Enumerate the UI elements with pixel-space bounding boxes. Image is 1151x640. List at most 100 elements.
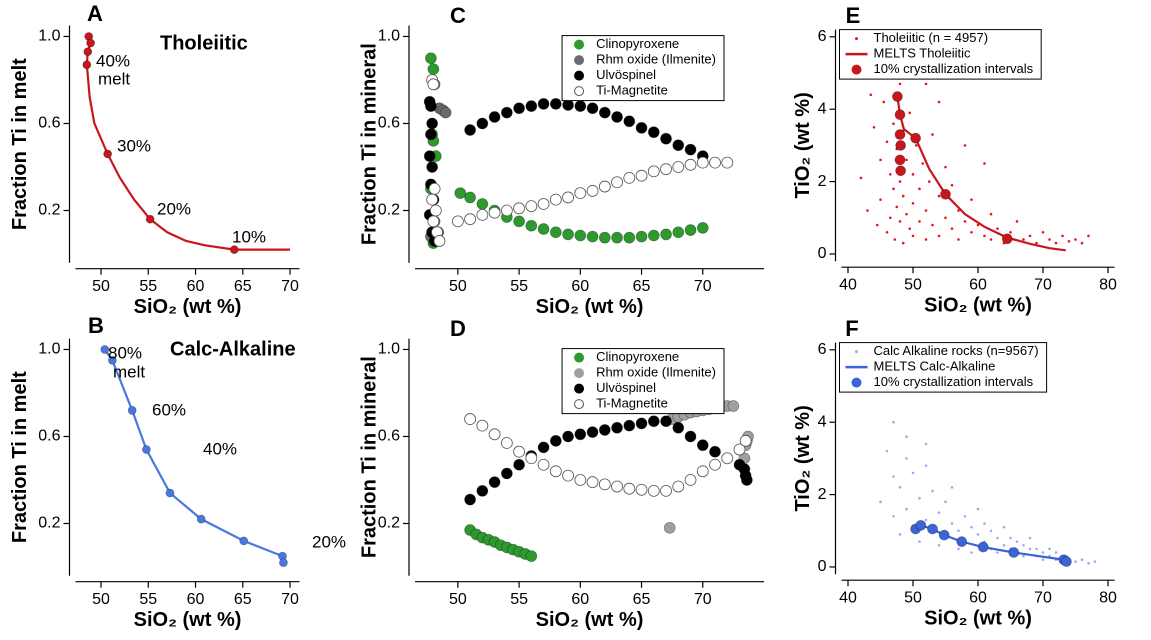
data-point [562, 228, 574, 241]
data-dot [898, 82, 902, 86]
y-tick-label: 0.6 [378, 428, 400, 445]
data-point [464, 191, 477, 204]
y-tick-label: 0.6 [38, 115, 60, 132]
data-dot [927, 180, 931, 183]
data-dot [888, 216, 892, 220]
data-point [740, 474, 753, 486]
data-point [488, 111, 501, 123]
y-tick-label: 6 [818, 341, 827, 358]
data-dot [1080, 241, 1084, 245]
series-line [896, 96, 1066, 252]
legend-symbol [574, 383, 585, 394]
data-point [915, 519, 927, 531]
data-point [500, 204, 513, 217]
legend-symbol [574, 399, 585, 410]
data-point [425, 52, 437, 65]
data-point [476, 419, 489, 432]
data-dot [944, 216, 947, 220]
x-tick-label: 65 [633, 591, 651, 608]
data-dot [1028, 536, 1032, 540]
legend-label: Rhm oxide (Ilmenite) [596, 365, 716, 380]
data-dot [898, 486, 902, 489]
data-dot [921, 162, 925, 165]
y-axis-title: Fraction Ti in melt [9, 371, 31, 543]
legend: Calc Alkaline rocks (n=9567)MELTS Calc-A… [839, 342, 1048, 393]
data-point [709, 445, 721, 458]
data-point [145, 214, 155, 224]
data-point [562, 430, 574, 443]
data-dot [950, 227, 954, 230]
y-axis-title: Fraction Ti in mineral [358, 43, 380, 245]
data-dot [924, 82, 928, 86]
data-point [562, 469, 574, 482]
data-dot [931, 133, 934, 136]
data-point [940, 188, 951, 200]
data-dot [983, 522, 986, 525]
data-point [739, 434, 752, 447]
data-dot [924, 442, 928, 446]
data-point [428, 182, 441, 195]
data-point [537, 198, 550, 210]
x-tick-label: 65 [633, 278, 651, 295]
annotation: melt [113, 362, 145, 381]
data-point [488, 428, 501, 441]
data-dot [885, 230, 889, 234]
data-point [672, 139, 685, 152]
y-tick-label: 4 [818, 413, 827, 430]
data-dot [976, 533, 980, 536]
annotation: 20% [312, 532, 346, 551]
data-dot [937, 100, 941, 104]
y-tick-label: 0.6 [378, 115, 400, 132]
data-point [647, 165, 660, 178]
data-point [598, 106, 611, 119]
legend-symbol [574, 70, 585, 81]
data-dot [1087, 234, 1090, 238]
data-dot [892, 420, 895, 424]
data-point [672, 226, 685, 239]
x-tick-label: 55 [139, 591, 157, 608]
data-point [423, 150, 436, 163]
legend-label: MELTS Tholeiitic [874, 46, 972, 61]
data-point [598, 180, 611, 193]
legend-label: 10% crystallization intervals [874, 61, 1034, 76]
y-tick-label: 0.2 [38, 515, 60, 532]
data-dot [905, 457, 908, 460]
data-point [684, 158, 697, 171]
x-tick-label: 70 [1034, 589, 1052, 606]
data-dot [895, 205, 899, 209]
data-dot [892, 122, 895, 125]
x-tick-label: 55 [510, 591, 528, 608]
data-dot [970, 551, 973, 554]
data-point [611, 421, 623, 434]
data-point [623, 482, 636, 495]
x-tick-label: 60 [187, 591, 205, 608]
data-point [427, 63, 440, 76]
x-tick-label: 70 [1034, 276, 1052, 293]
data-point [525, 550, 538, 563]
data-dot [924, 209, 928, 212]
data-point [635, 417, 648, 430]
x-tick-label: 65 [234, 278, 252, 295]
data-point [611, 480, 623, 493]
data-point [895, 165, 907, 177]
data-point [549, 226, 562, 239]
data-point [977, 541, 989, 553]
data-dot [1028, 547, 1032, 551]
data-point [427, 78, 440, 91]
y-tick-label: 0 [818, 245, 827, 262]
data-dot [898, 220, 902, 223]
data-dot [957, 238, 960, 241]
data-point [562, 191, 574, 204]
panel-title: Tholeiitic [160, 32, 248, 54]
x-tick-label: 50 [904, 276, 922, 293]
data-point [1001, 233, 1013, 245]
y-tick-label: 1.0 [38, 341, 60, 358]
data-point [464, 493, 477, 506]
data-point [672, 161, 685, 173]
data-point [427, 215, 440, 228]
data-dot [898, 533, 902, 536]
